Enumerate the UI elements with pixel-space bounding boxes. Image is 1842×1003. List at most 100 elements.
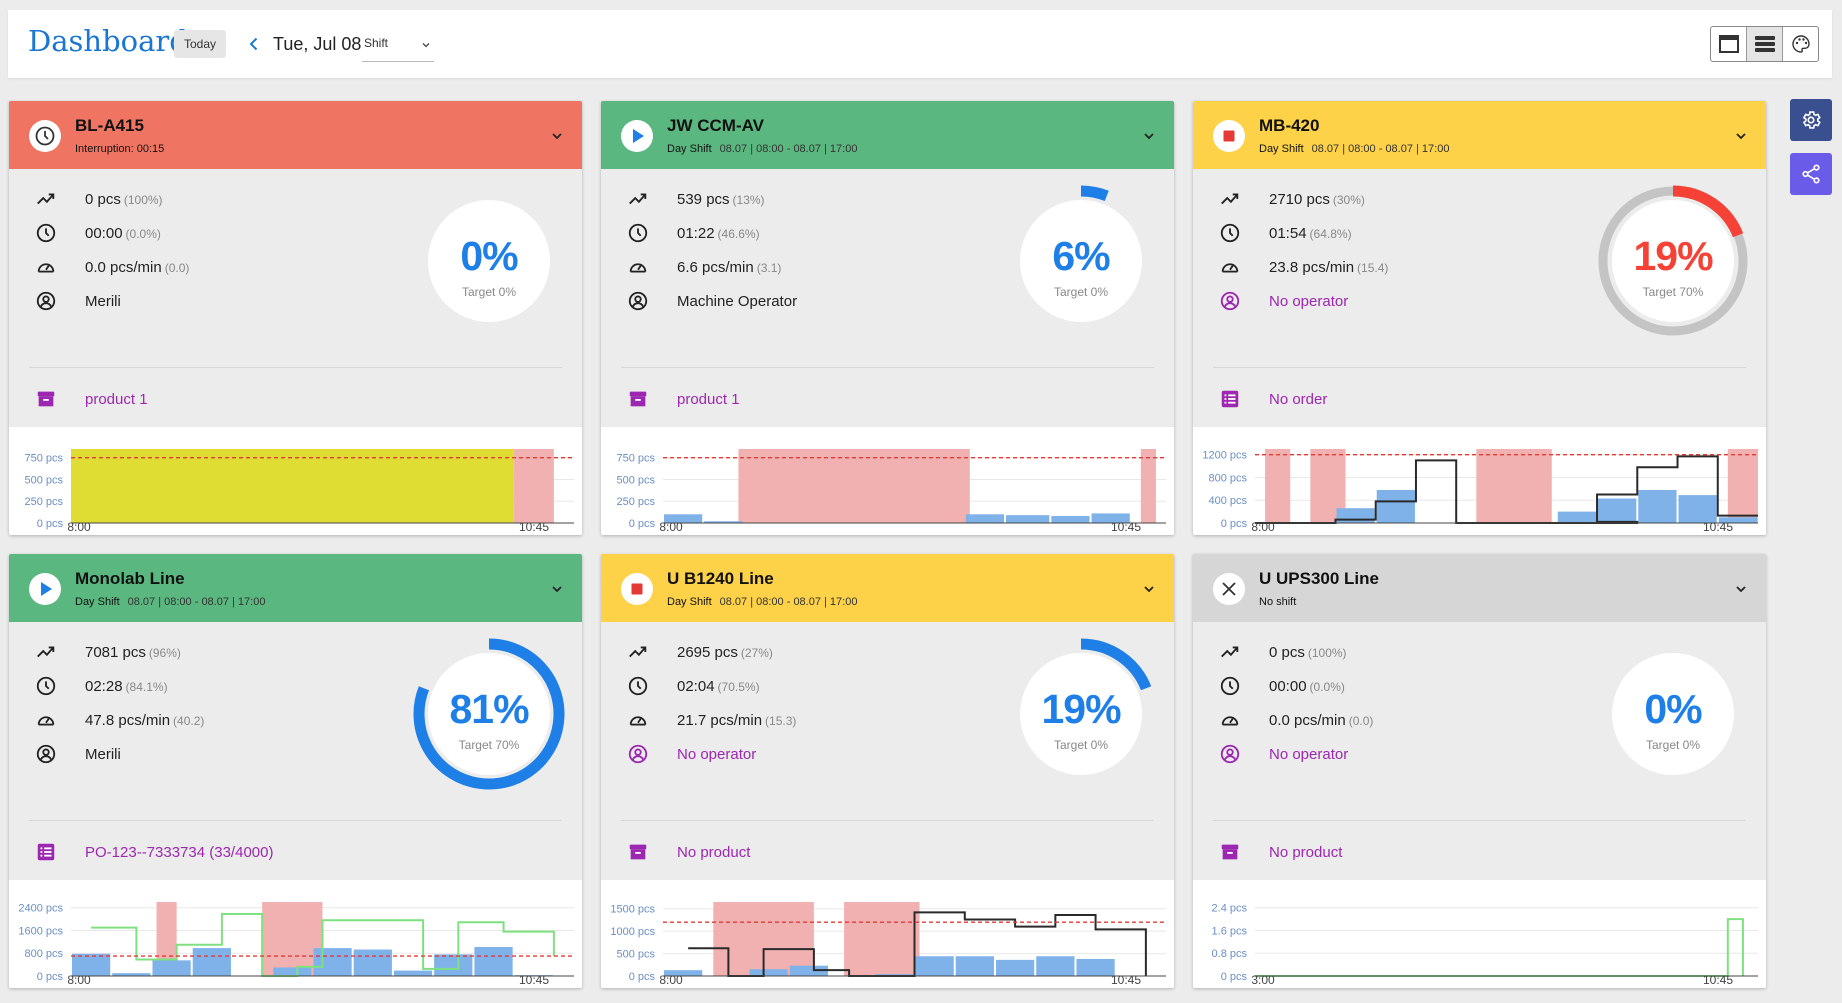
production-bar [955,956,994,976]
state-band [156,902,177,976]
machine-card[interactable]: Monolab Line Day Shift 08.07 | 08:00 - 08.… [9,554,582,988]
gauge-face [428,200,550,322]
shift-label: No shift [1259,596,1297,608]
y-tick-label: 1000 pcs [610,926,655,938]
machine-card[interactable]: BL-A415 Interruption: 00:15 0 pcs (100%) 00:… [9,101,582,535]
time-row-text: 00:00 (0.0%) [1269,678,1345,695]
machine-card-header[interactable]: U B1240 Line Day Shift 08.07 | 08:00 - 08.… [601,554,1174,622]
machine-card[interactable]: JW CCM-AV Day Shift 08.07 | 08:00 - 08.07 … [601,101,1174,535]
production-bar [112,973,151,976]
x-tick-label: 10:45 [1111,973,1141,987]
y-tick-label: 1200 pcs [1202,450,1247,462]
rate_target-value: (40.2) [173,714,205,728]
trending-up-icon [37,646,55,658]
divider [1213,367,1746,368]
status-indicator [29,120,61,152]
production-bar [1006,515,1050,523]
expand-button[interactable] [550,582,564,601]
operator-row: Merili [29,736,369,770]
quantity-row: 2710 pcs (30%) [1213,181,1553,215]
machine-name: U B1240 Line [667,569,774,588]
machine-card[interactable]: U UPS300 Line No shift 0 pcs (100%) 00:00 (0.… [1193,554,1766,988]
operator-row-text: No operator [1269,293,1348,310]
y-tick-label: 500 pcs [616,949,655,961]
production-bar [664,970,703,976]
machine-card-header[interactable]: MB-420 Day Shift 08.07 | 08:00 - 08.07 | 1… [1193,101,1766,169]
quantity-row-text: 7081 pcs (96%) [85,644,181,661]
expand-button[interactable] [1734,582,1748,601]
state-band [738,449,970,523]
x-tick-label: 8:00 [1251,520,1275,534]
status-indicator [1213,573,1245,605]
rate_target-value: (3.1) [756,261,782,275]
shift-period: 08.07 | 08:00 - 08.07 | 17:00 [719,143,858,155]
production-bar [1051,516,1090,523]
today-button[interactable]: Today [174,30,227,58]
user-circle-icon [36,291,56,311]
y-tick-label: 500 pcs [24,474,63,486]
settings-button[interactable] [1790,99,1832,141]
state-band [1140,449,1156,523]
production-bar [1091,513,1130,523]
shift-label: Day Shift [667,143,712,155]
rate_target-value: (0.0) [164,261,190,275]
quantity-row-text: 0 pcs (100%) [85,191,163,208]
machine-name: MB-420 [1259,116,1320,135]
machine-card-header[interactable]: BL-A415 Interruption: 00:15 [9,101,582,169]
trending-up-icon [1221,646,1239,658]
expand-button[interactable] [1142,129,1156,148]
y-tick-label: 500 pcs [616,474,655,486]
chart-canvas: 1200 pcs 800 pcs 400 pcs 0 pcs 8:00 10:45 [1202,449,1758,534]
product-row: No order [1213,381,1713,415]
clock-icon [628,676,648,696]
previous-day-button[interactable] [244,34,264,54]
time-value: 02:28 [85,678,123,695]
x-tick-label: 10:45 [519,973,549,987]
machine-card-header[interactable]: Monolab Line Day Shift 08.07 | 08:00 - 08.… [9,554,582,622]
gauge-target-track [1598,186,1748,336]
order-list-icon [1221,390,1239,408]
product-name: No product [677,844,751,861]
machine-card-header[interactable]: JW CCM-AV Day Shift 08.07 | 08:00 - 08.07 … [601,101,1174,169]
gauge-ring [413,638,565,790]
time-row-text: 02:28 (84.1%) [85,678,168,695]
production-chart: 750 pcs 500 pcs 250 pcs 0 pcs 8:00 10:45 [601,427,1174,535]
rate-value: 21.7 pcs/min [677,712,763,729]
expand-button[interactable] [1142,582,1156,601]
gauge-progress-arc [1080,638,1152,691]
production-bar [192,948,231,976]
play-icon [633,129,644,143]
y-tick-label: 400 pcs [1208,495,1247,507]
expand-button[interactable] [550,129,564,148]
shift-info: Day Shift 08.07 | 08:00 - 08.07 | 17:00 [667,143,857,155]
window-view-button[interactable] [1711,27,1747,61]
window-icon [1718,35,1739,53]
quantity-row-text: 2695 pcs (27%) [677,644,773,661]
machine-card[interactable]: U B1240 Line Day Shift 08.07 | 08:00 - 08.… [601,554,1174,988]
clock-icon [1220,223,1240,243]
machine-card-header[interactable]: U UPS300 Line No shift [1193,554,1766,622]
machine-card[interactable]: MB-420 Day Shift 08.07 | 08:00 - 08.07 | 1… [1193,101,1766,535]
theme-button[interactable] [1783,27,1818,61]
speedometer-icon [629,716,647,726]
share-icon [1802,164,1820,184]
quantity-value: 2710 pcs [1269,191,1330,208]
chevron-down-icon [1144,586,1154,593]
share-button[interactable] [1790,153,1832,195]
user-circle-icon [628,291,648,311]
chevron-down-icon [1736,586,1746,593]
shift-select[interactable]: Shift [362,30,434,62]
list-view-button[interactable] [1747,27,1783,61]
x-tick-label: 10:45 [519,520,549,534]
rate-row: 0.0 pcs/min (0.0) [29,249,369,283]
time-row: 00:00 (0.0%) [1213,668,1553,702]
expand-button[interactable] [1734,129,1748,148]
shift-period: 08.07 | 08:00 - 08.07 | 17:00 [1311,143,1450,155]
time-value: 01:22 [677,225,715,242]
time-row-text: 02:04 (70.5%) [677,678,760,695]
rate-row: 6.6 pcs/min (3.1) [621,249,961,283]
y-tick-label: 0 pcs [1221,971,1248,983]
rate-row: 47.8 pcs/min (40.2) [29,702,369,736]
chevron-down-icon [1736,133,1746,140]
operator-value: No operator [1269,293,1349,310]
